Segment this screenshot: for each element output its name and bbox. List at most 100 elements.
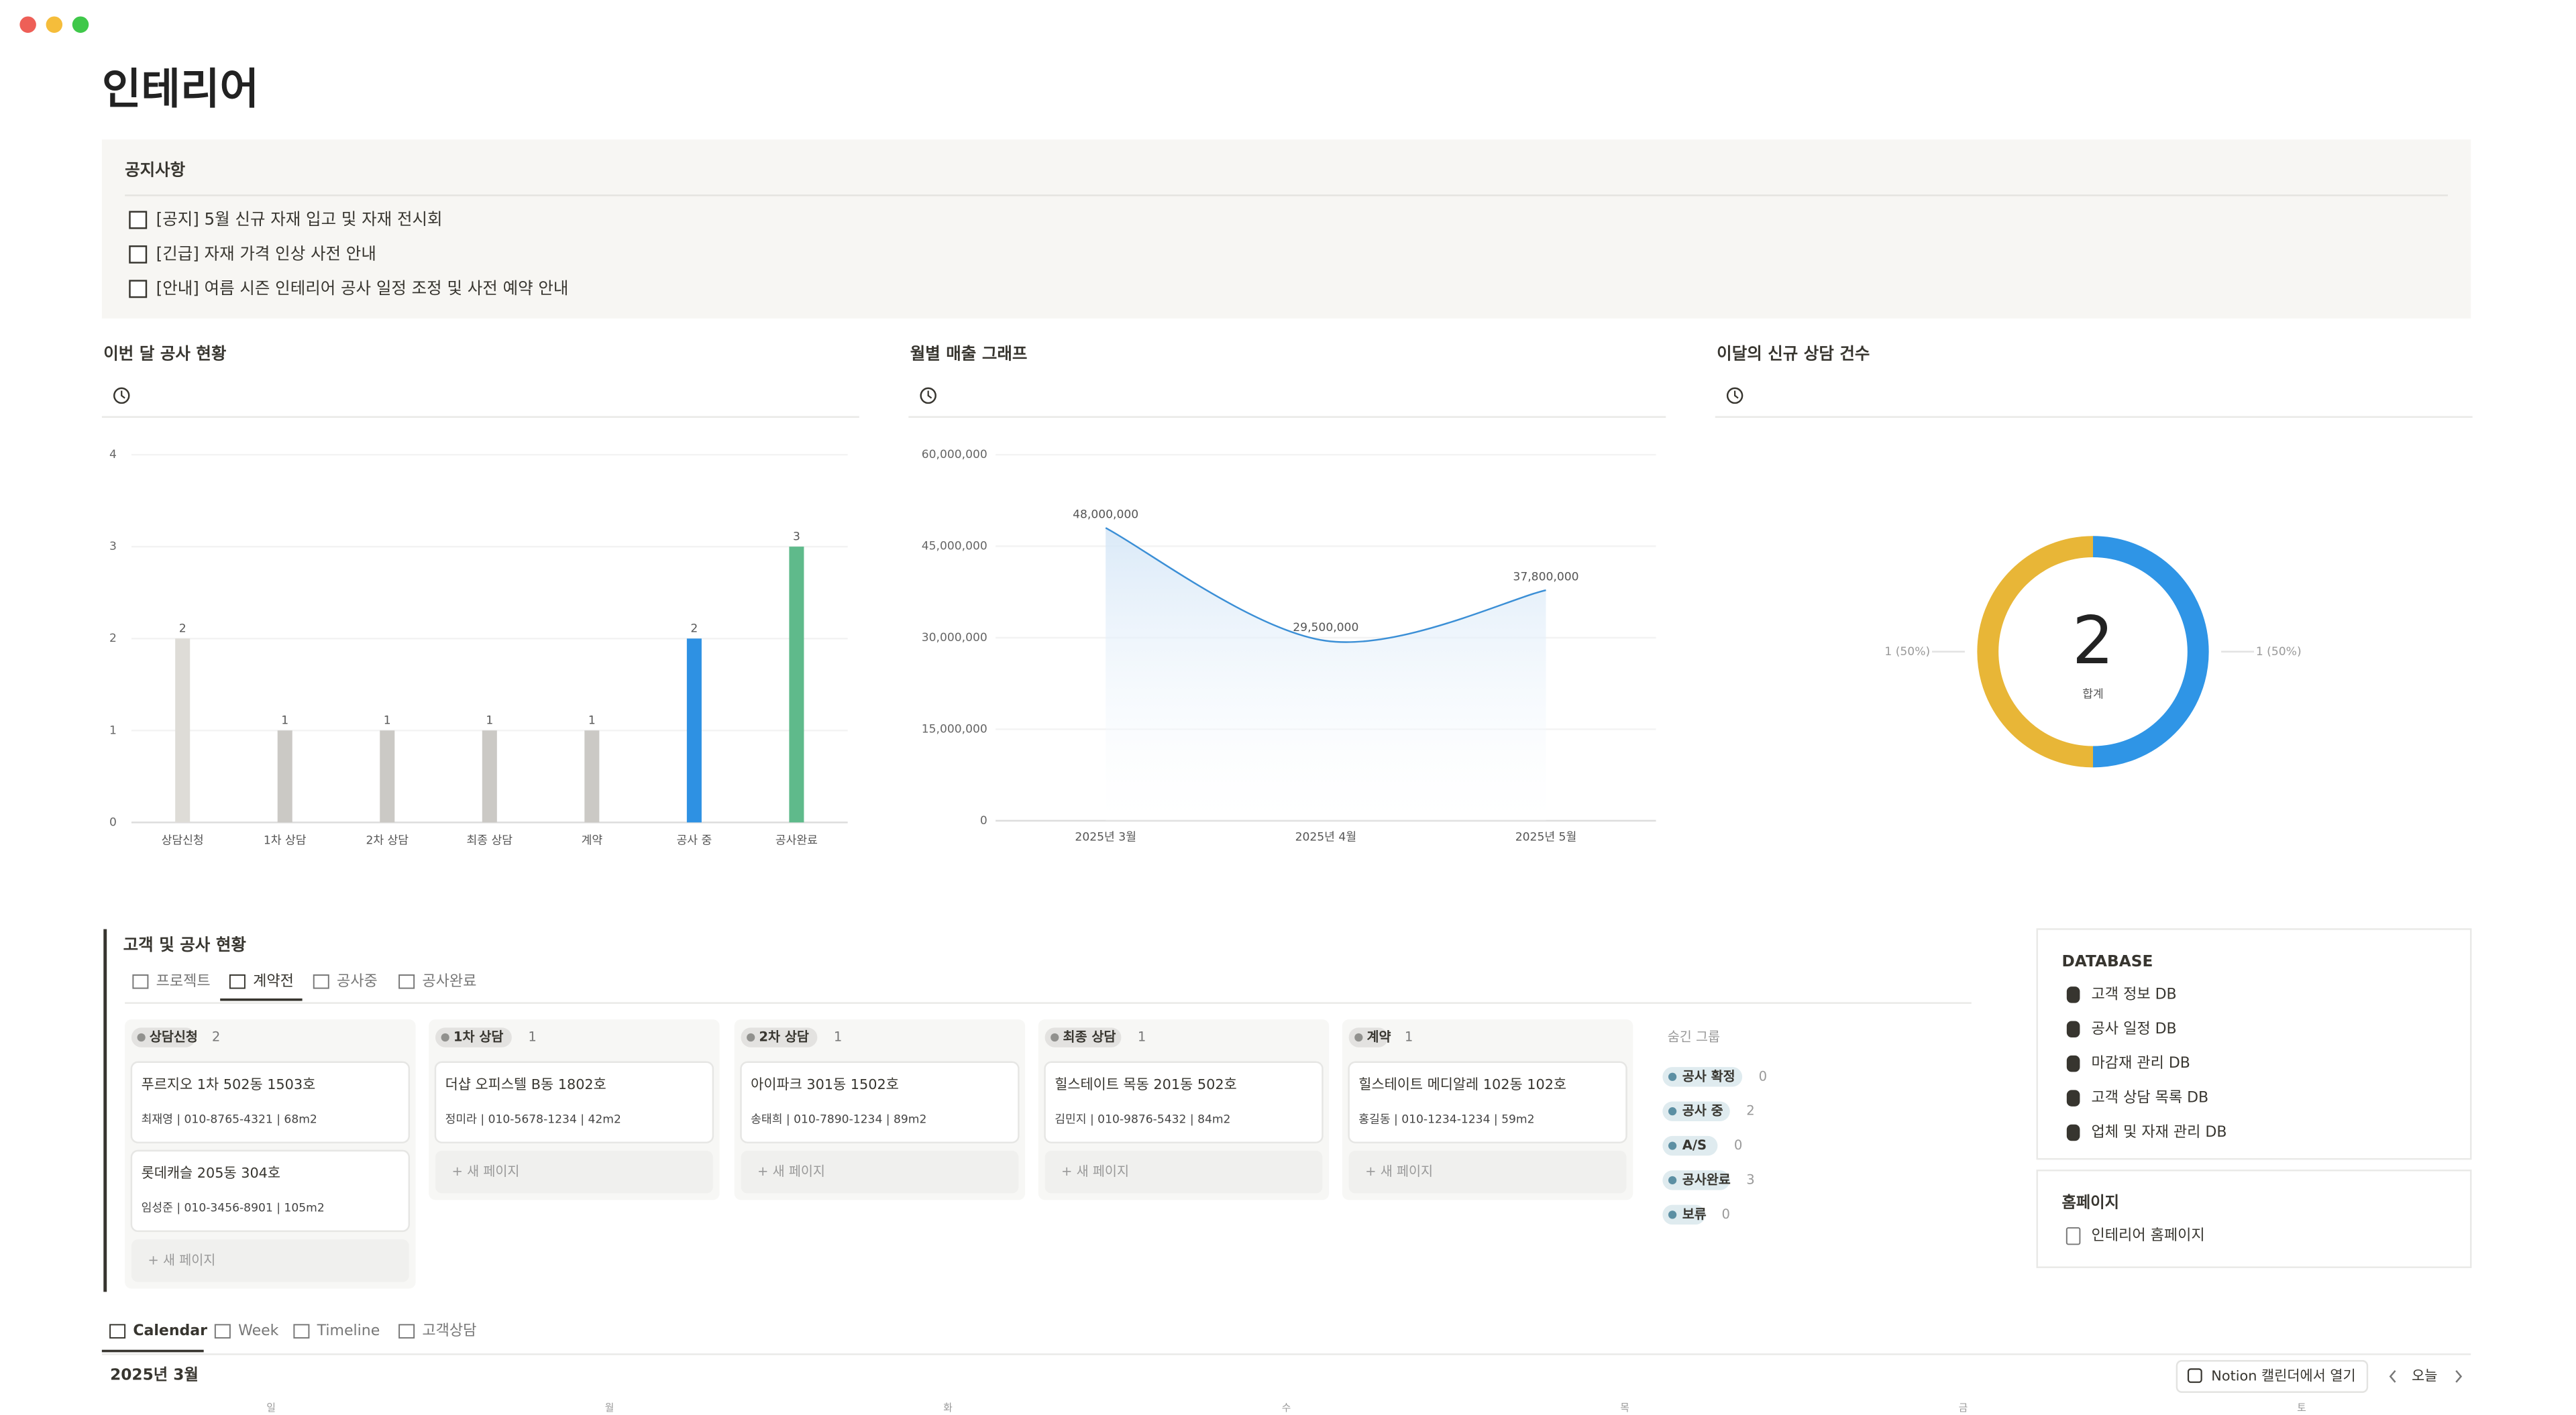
open-calendar-button[interactable] — [2176, 1359, 2369, 1393]
next-button[interactable] — [2455, 1370, 2463, 1383]
today-button[interactable]: 오늘 — [2412, 1367, 2437, 1383]
new-page-button[interactable] — [1044, 1150, 1323, 1194]
checkbox[interactable] — [129, 280, 148, 298]
group-count: 1 — [528, 1029, 536, 1045]
group-count: 2 — [212, 1029, 220, 1045]
bar-value-label: 2 — [690, 622, 698, 636]
group-count: 1 — [1405, 1029, 1413, 1045]
card[interactable] — [740, 1061, 1020, 1143]
chart-title: 이달의 신규 상담 건수 — [1717, 344, 1870, 363]
checkbox[interactable] — [129, 245, 148, 264]
card[interactable] — [130, 1061, 411, 1143]
database-box — [2036, 928, 2472, 1160]
hidden-group-count: 0 — [1722, 1206, 1730, 1222]
pill-dot — [747, 1033, 755, 1042]
hidden-group-count: 2 — [1746, 1103, 1754, 1119]
hidden-group-name: 공사 중 — [1682, 1103, 1723, 1119]
clock-icon[interactable] — [920, 387, 936, 404]
hidden-group-pill[interactable] — [1662, 1204, 1706, 1225]
card[interactable] — [130, 1149, 411, 1233]
database-link[interactable]: 업체 및 자재 관리 DB — [2092, 1124, 2227, 1141]
group-pill — [1044, 1027, 1122, 1048]
card-title: 롯데캐슬 205동 304호 — [142, 1165, 280, 1181]
new-page-button[interactable] — [131, 1239, 409, 1282]
group-pill — [741, 1027, 818, 1048]
close-button[interactable] — [19, 16, 36, 33]
view-tab[interactable]: 공사중 — [337, 973, 378, 990]
pill-dot — [1668, 1107, 1677, 1116]
hidden-group-pill[interactable] — [1662, 1101, 1730, 1121]
card[interactable] — [1044, 1061, 1324, 1143]
line — [1105, 527, 1546, 643]
pill-dot — [137, 1033, 146, 1042]
open-calendar-label: Notion 캘린더에서 열기 — [2211, 1367, 2355, 1383]
calendar-tab[interactable]: Week — [238, 1322, 279, 1339]
view-icon — [214, 1324, 231, 1339]
x-tick-label: 상담신청 — [162, 834, 204, 847]
hidden-group-count: 0 — [1734, 1137, 1742, 1153]
view-tab[interactable]: 프로젝트 — [156, 973, 211, 990]
clock-icon[interactable] — [1726, 387, 1743, 404]
card-title: 힐스테이트 메디알레 102동 102호 — [1358, 1076, 1566, 1092]
card-detail: 송태희 | 010-7890-1234 | 89m2 — [751, 1113, 926, 1126]
notice-item: [공지] 5월 신규 자재 입고 및 자재 전시회 — [156, 209, 443, 229]
view-tab[interactable]: 공사완료 — [422, 973, 476, 990]
y-tick-label: 1 — [109, 724, 117, 737]
calendar-tab[interactable]: 고객상담 — [422, 1322, 476, 1339]
view-icon — [109, 1324, 126, 1339]
view-tab[interactable]: 계약전 — [253, 973, 294, 990]
group-count: 1 — [1138, 1029, 1146, 1045]
pill-dot — [1668, 1141, 1677, 1150]
pill-dot — [1668, 1210, 1677, 1219]
pill-dot — [1668, 1176, 1677, 1185]
x-tick-label: 2025년 5월 — [1515, 830, 1576, 844]
board-icon — [313, 974, 329, 989]
bar-value-label: 1 — [486, 714, 493, 728]
homepage-link[interactable]: 인테리어 홈페이지 — [2092, 1227, 2205, 1244]
new-page-button[interactable] — [741, 1150, 1019, 1194]
point-value-label: 29,500,000 — [1293, 621, 1358, 634]
hidden-group-pill[interactable] — [1662, 1067, 1743, 1087]
y-tick-label: 45,000,000 — [922, 540, 987, 553]
weekday-label: 월 — [605, 1402, 614, 1414]
bar — [789, 547, 804, 823]
database-link[interactable]: 공사 일정 DB — [2092, 1021, 2177, 1037]
card[interactable] — [434, 1061, 714, 1143]
group-name: 상담신청 — [150, 1029, 198, 1045]
calendar-tab[interactable]: Timeline — [317, 1322, 380, 1339]
hidden-group-pill[interactable] — [1662, 1135, 1718, 1156]
database-link[interactable]: 마감재 관리 DB — [2092, 1055, 2190, 1072]
checkbox[interactable] — [129, 211, 148, 229]
group-name: 최종 상담 — [1063, 1029, 1116, 1045]
db-icon — [2066, 1090, 2080, 1107]
minimize-button[interactable] — [46, 16, 63, 33]
card[interactable] — [1348, 1061, 1627, 1143]
hidden-group-pill[interactable] — [1662, 1170, 1730, 1190]
pill-dot — [1354, 1033, 1363, 1042]
database-link[interactable]: 고객 정보 DB — [2092, 986, 2177, 1003]
db-icon — [2066, 1124, 2080, 1141]
new-page-label: + 새 페이지 — [451, 1164, 519, 1179]
calendar-tab[interactable]: Calendar — [133, 1322, 207, 1339]
y-tick-label: 0 — [980, 814, 987, 828]
prev-button[interactable] — [2389, 1370, 2396, 1383]
bar — [175, 638, 191, 823]
hidden-group-name: 공사 확정 — [1682, 1068, 1735, 1084]
notice-box — [101, 139, 2471, 319]
clock-hand — [121, 390, 125, 399]
new-page-button[interactable] — [435, 1150, 713, 1194]
database-link[interactable]: 고객 상담 목록 DB — [2092, 1090, 2209, 1107]
bar-value-label: 1 — [281, 714, 288, 728]
donut-slice — [2092, 536, 2209, 768]
group-name: 1차 상담 — [453, 1029, 504, 1045]
clock-icon[interactable] — [113, 387, 130, 404]
zoom-button[interactable] — [72, 16, 89, 33]
notice-item: [긴급] 자재 가격 인상 사전 안내 — [156, 243, 376, 263]
chart-title: 이번 달 공사 현황 — [103, 344, 227, 363]
bar — [686, 638, 702, 823]
new-page-label: + 새 페이지 — [1061, 1164, 1129, 1179]
new-page-button[interactable] — [1348, 1150, 1627, 1194]
x-tick-label: 2025년 4월 — [1295, 830, 1356, 844]
y-tick-label: 30,000,000 — [922, 631, 987, 644]
